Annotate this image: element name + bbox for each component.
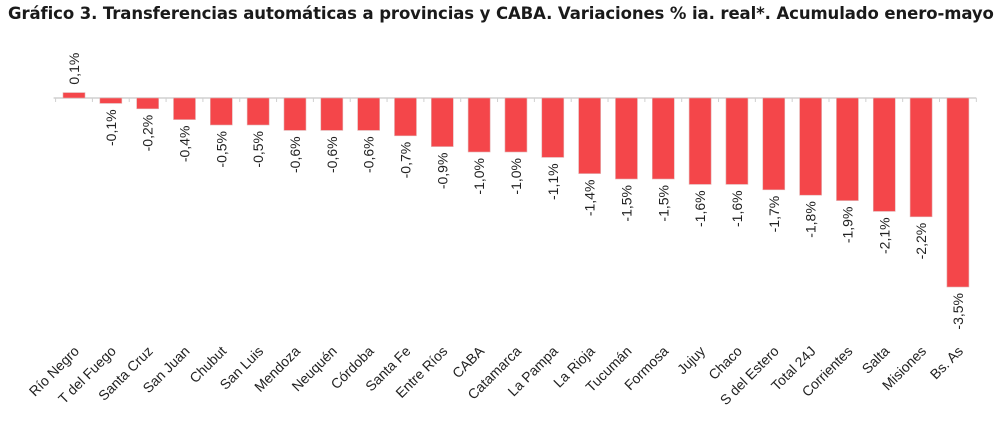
bar: [136, 97, 159, 110]
data-label: -1,8%: [803, 201, 819, 238]
data-label: -1,7%: [766, 196, 782, 233]
bar: [320, 97, 344, 131]
bar: [762, 97, 786, 191]
data-label: -0,7%: [397, 142, 413, 179]
bar: [283, 97, 307, 131]
data-label: -1,5%: [655, 185, 671, 222]
bar: [725, 97, 749, 185]
bar: [872, 97, 896, 212]
data-label: -3,5%: [950, 293, 966, 330]
bar: [62, 92, 86, 99]
data-label: -0,5%: [213, 131, 229, 168]
bar: [836, 97, 859, 201]
category-label: Bs. As: [927, 343, 966, 382]
data-label: -2,2%: [913, 223, 929, 260]
bar: [541, 97, 565, 158]
bar: [99, 97, 123, 104]
data-label: -1,0%: [508, 158, 524, 195]
category-label: Salta: [858, 343, 892, 377]
data-label: 0,1%: [66, 53, 82, 85]
bar: [688, 97, 712, 185]
data-label: -1,6%: [692, 190, 708, 227]
bar: [504, 97, 528, 153]
bar: [246, 97, 270, 126]
chart-title: Gráfico 3. Transferencias automáticas a …: [8, 4, 1000, 23]
bar: [394, 97, 417, 137]
bar: [615, 97, 638, 180]
data-label: -1,5%: [618, 185, 634, 222]
data-label: -0,5%: [250, 131, 266, 168]
data-label: -0,4%: [176, 126, 192, 163]
data-label: -1,9%: [839, 207, 855, 244]
category-label: Jujuy: [674, 343, 708, 377]
data-label: -0,6%: [287, 136, 303, 173]
bar: [578, 97, 601, 174]
data-label: -1,6%: [729, 190, 745, 227]
data-label: -1,0%: [471, 158, 487, 195]
data-label: -0,9%: [434, 153, 450, 190]
data-label: -0,6%: [324, 136, 340, 173]
bar: [430, 97, 454, 147]
data-label: -1,1%: [545, 163, 561, 200]
bar: [210, 97, 233, 126]
data-label: -0,2%: [140, 115, 156, 152]
bar: [357, 97, 380, 131]
data-label: -0,1%: [103, 109, 119, 146]
bar: [173, 97, 196, 120]
bar: [651, 97, 675, 180]
bar: [909, 97, 933, 218]
data-label: -0,6%: [361, 136, 377, 173]
data-label: -1,4%: [582, 180, 598, 217]
bar: [946, 97, 970, 288]
bar: [799, 97, 822, 196]
bar: [467, 97, 491, 153]
data-label: -2,1%: [876, 217, 892, 254]
